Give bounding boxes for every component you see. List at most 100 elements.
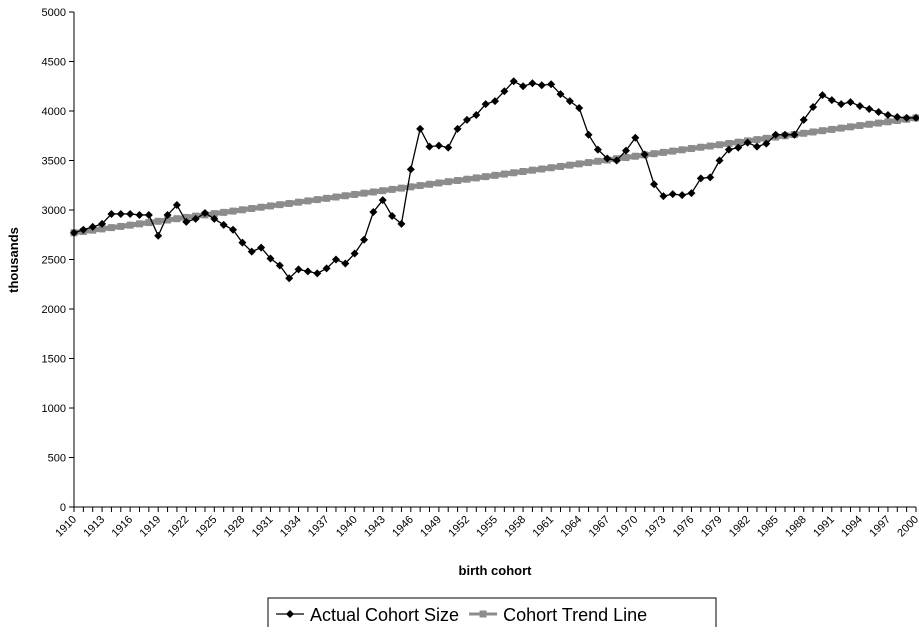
x-tick-label: 1994 xyxy=(839,514,865,540)
x-tick-label: 1931 xyxy=(250,514,276,540)
data-point xyxy=(117,223,124,230)
data-point xyxy=(267,202,274,209)
data-point xyxy=(707,143,714,150)
data-point xyxy=(687,189,695,197)
data-point xyxy=(651,150,658,157)
y-tick-label: 2000 xyxy=(42,304,66,316)
y-tick-label: 500 xyxy=(48,453,66,465)
data-point xyxy=(444,144,452,152)
x-tick-label: 1916 xyxy=(109,514,135,540)
data-point xyxy=(136,220,143,227)
data-point xyxy=(295,199,302,206)
data-point xyxy=(679,146,686,153)
data-point xyxy=(847,98,855,106)
data-point xyxy=(856,122,863,129)
x-tick-label: 1970 xyxy=(615,514,641,540)
x-tick-label: 1934 xyxy=(278,514,304,540)
data-point xyxy=(313,269,321,277)
data-point xyxy=(407,165,415,173)
data-point xyxy=(669,148,676,155)
data-point xyxy=(370,188,377,195)
data-point xyxy=(548,164,555,171)
x-tick-label: 1910 xyxy=(53,514,79,540)
x-tick-label: 1955 xyxy=(474,514,500,540)
data-point xyxy=(576,160,583,167)
data-point xyxy=(473,174,480,181)
data-point xyxy=(323,195,330,202)
data-point xyxy=(501,171,508,178)
data-point xyxy=(847,123,854,130)
x-tick-label: 1997 xyxy=(867,514,893,540)
x-tick-label: 1913 xyxy=(81,514,107,540)
data-point xyxy=(828,126,835,133)
x-tick-label: 1988 xyxy=(783,514,809,540)
data-point xyxy=(837,100,845,108)
data-point xyxy=(669,190,677,198)
data-point xyxy=(145,211,153,219)
data-point xyxy=(828,96,836,104)
data-point xyxy=(492,172,499,179)
data-point xyxy=(155,218,162,225)
data-point xyxy=(454,177,461,184)
data-point xyxy=(445,178,452,185)
data-point xyxy=(800,130,807,137)
data-point xyxy=(660,149,667,156)
data-point xyxy=(716,141,723,148)
x-tick-label: 1922 xyxy=(166,514,192,540)
legend-marker xyxy=(480,611,487,618)
data-point xyxy=(697,174,705,182)
data-point xyxy=(528,79,536,87)
data-point xyxy=(220,209,227,216)
data-point xyxy=(239,206,246,213)
y-tick-label: 1500 xyxy=(42,354,66,366)
data-point xyxy=(220,221,228,229)
data-point xyxy=(258,204,265,211)
data-point xyxy=(332,194,339,201)
data-point xyxy=(594,158,601,165)
data-point xyxy=(585,159,592,166)
y-tick-label: 2500 xyxy=(42,255,66,267)
data-point xyxy=(875,108,883,116)
data-point xyxy=(435,142,443,150)
x-tick-label: 1982 xyxy=(727,514,753,540)
data-point xyxy=(463,176,470,183)
data-point xyxy=(398,185,405,192)
data-point xyxy=(838,125,845,132)
data-point xyxy=(416,125,424,133)
y-axis-label: thousands xyxy=(6,227,21,293)
data-point xyxy=(304,267,312,275)
data-point xyxy=(519,82,527,90)
x-tick-label: 1976 xyxy=(671,514,697,540)
data-point xyxy=(360,236,368,244)
data-point xyxy=(230,208,237,215)
x-tick-label: 1937 xyxy=(306,514,332,540)
data-point xyxy=(566,162,573,169)
x-tick-label: 1949 xyxy=(418,514,444,540)
data-point xyxy=(819,127,826,134)
data-point xyxy=(154,232,162,240)
data-point xyxy=(435,179,442,186)
data-point xyxy=(304,197,311,204)
x-tick-label: 1967 xyxy=(587,514,613,540)
data-point xyxy=(529,167,536,174)
data-point xyxy=(108,224,115,231)
data-point xyxy=(678,191,686,199)
data-point xyxy=(426,181,433,188)
data-point xyxy=(117,210,125,218)
data-point xyxy=(127,222,134,229)
x-tick-label: 1991 xyxy=(811,514,837,540)
data-point xyxy=(314,196,321,203)
x-tick-label: 1958 xyxy=(502,514,528,540)
data-point xyxy=(866,121,873,128)
x-tick-label: 1925 xyxy=(194,514,220,540)
data-point xyxy=(753,136,760,143)
data-point xyxy=(389,186,396,193)
data-point xyxy=(286,200,293,207)
x-axis-label: birth cohort xyxy=(459,563,533,578)
y-tick-label: 3000 xyxy=(42,205,66,217)
series-line xyxy=(74,81,916,278)
y-tick-label: 3500 xyxy=(42,156,66,168)
legend-label: Cohort Trend Line xyxy=(503,605,647,625)
